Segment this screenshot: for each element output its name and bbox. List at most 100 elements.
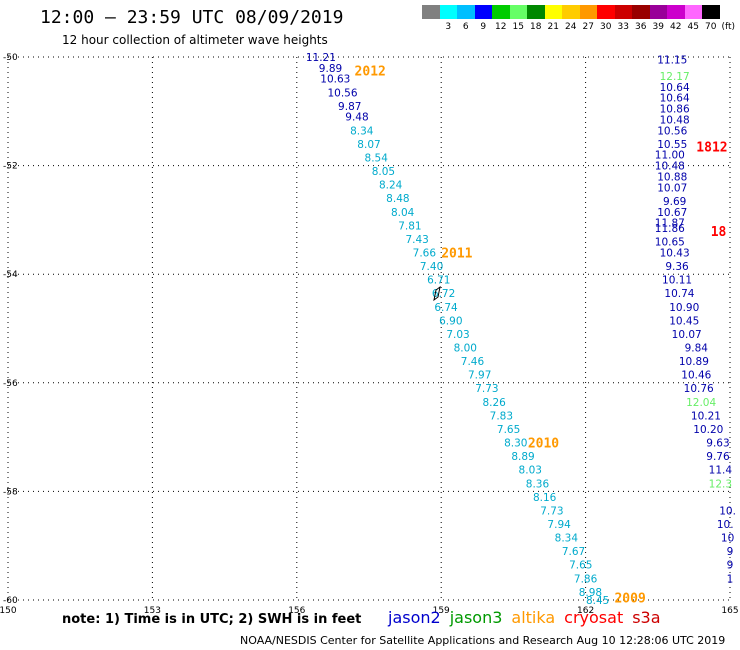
swh-data-label: 7.83 xyxy=(490,410,513,422)
x-tick-label: 165 xyxy=(721,606,738,616)
satellite-name: jason3 xyxy=(449,608,503,627)
legend-label: 70 xyxy=(705,22,717,32)
swh-data-label: 9.76 xyxy=(706,451,730,463)
swh-data-label: 8.24 xyxy=(379,180,403,192)
legend-swatch xyxy=(509,5,527,19)
swh-data-label: 8.07 xyxy=(357,139,380,151)
legend-label: 3 xyxy=(445,22,452,32)
swh-data-label: 6.74 xyxy=(434,302,458,314)
swh-data-label: 7.66 xyxy=(413,247,437,259)
legend-label: (ft) xyxy=(721,22,736,32)
legend-swatch xyxy=(544,5,562,19)
swh-data-label: 9.69 xyxy=(663,196,686,208)
swh-data-label: 10.88 xyxy=(657,171,687,183)
legend-swatch xyxy=(667,5,685,19)
x-tick-label: 162 xyxy=(577,606,594,616)
y-tick-label: -60 xyxy=(3,596,18,606)
swh-data-label: 9.84 xyxy=(685,343,709,355)
y-tick-label: -52 xyxy=(3,162,18,172)
swh-data-label: 10.90 xyxy=(669,302,699,314)
legend-label: 24 xyxy=(565,22,577,32)
time-annotation: 18 xyxy=(711,225,727,240)
swh-data-label: 7.40 xyxy=(420,261,443,273)
legend-label: 42 xyxy=(670,22,682,32)
swh-data-label: 8.30 xyxy=(504,438,527,450)
legend-swatch xyxy=(474,5,492,19)
y-tick-label: -54 xyxy=(3,270,18,280)
swh-data-label: 10.76 xyxy=(684,383,714,395)
x-tick-label: 153 xyxy=(144,606,161,616)
swh-data-label: 10.64 xyxy=(660,82,690,94)
swh-data-label: 8.34 xyxy=(350,125,374,137)
legend-swatch xyxy=(649,5,667,19)
footer-note: note: 1) Time is in UTC; 2) SWH is in fe… xyxy=(62,612,362,627)
data-labels: 11.219.8910.6310.569.879.488.348.078.548… xyxy=(306,52,736,607)
swh-data-label: 9.36 xyxy=(665,261,689,273)
swh-data-label: 8.04 xyxy=(391,207,415,219)
y-tick-label: -56 xyxy=(3,379,18,389)
swh-data-label: 10.46 xyxy=(681,370,711,382)
swh-data-label: 6.71 xyxy=(427,275,450,287)
swh-data-label: 11.4 xyxy=(709,465,733,477)
legend-swatch xyxy=(579,5,597,19)
swh-data-label: 8.16 xyxy=(533,492,557,504)
axis-ticks: 150 153 156 159 162 165 -50 -52 -54 -56 -58 -60 xyxy=(0,53,739,616)
legend-label: 12 xyxy=(495,22,507,32)
swh-data-label: 10.11 xyxy=(662,275,692,287)
swh-data-label: 8.03 xyxy=(519,465,542,477)
x-tick-label: 159 xyxy=(433,606,450,616)
swh-data-label: 10. xyxy=(719,505,736,517)
grid xyxy=(7,56,731,601)
swh-data-label: 7.43 xyxy=(405,234,428,246)
legend-labels: 3 6 9 12 15 18 21 24 27 30 33 36 39 42 45 70 (ft) xyxy=(422,22,737,32)
swh-data-label: 6.90 xyxy=(439,315,462,327)
swh-data-label: 10.07 xyxy=(672,329,702,341)
swh-data-label: 10.67 xyxy=(657,207,687,219)
x-tick-label: 156 xyxy=(288,606,305,616)
swh-data-label: 12.04 xyxy=(686,397,716,409)
swh-data-label: 8.26 xyxy=(482,397,506,409)
swh-data-label: 8.48 xyxy=(386,193,409,205)
swh-data-label: 11.21 xyxy=(306,52,336,64)
swath-marker-icon xyxy=(433,285,441,302)
swh-data-label: 8.05 xyxy=(372,166,395,178)
swh-data-label: 7.97 xyxy=(468,370,491,382)
legend-label: 6 xyxy=(462,22,469,32)
swh-data-label: 11.86 xyxy=(655,223,685,235)
swh-data-label: 7.65 xyxy=(569,560,592,572)
swh-data-label: 7.73 xyxy=(540,505,563,517)
legend-label: 30 xyxy=(600,22,612,32)
legend-label: 39 xyxy=(652,22,664,32)
satellite-name: altika xyxy=(511,608,556,627)
legend-label: 45 xyxy=(687,22,699,32)
swh-data-label: 9.48 xyxy=(345,112,368,124)
time-annotation: 2009 xyxy=(614,591,645,606)
legend-label: 15 xyxy=(512,22,524,32)
swh-data-label: 10.20 xyxy=(693,424,723,436)
page-subtitle: 12 hour collection of altimeter wave hei… xyxy=(62,33,328,47)
footer-credit: NOAA/NESDIS Center for Satellite Applica… xyxy=(240,634,726,647)
swh-data-label: 12.17 xyxy=(660,71,690,83)
swh-data-label: 10.56 xyxy=(327,87,357,99)
y-tick-label: -58 xyxy=(3,487,18,497)
swh-data-label: 10. xyxy=(717,519,734,531)
swh-data-label: 10.63 xyxy=(320,74,350,86)
time-annotation: 1812 xyxy=(696,141,727,156)
legend-swatch xyxy=(422,5,440,19)
swh-data-label: 10.89 xyxy=(679,356,709,368)
swh-data-label: 7.73 xyxy=(475,383,498,395)
swh-data-label: 12.3 xyxy=(709,478,732,490)
swh-data-label: 7.65 xyxy=(497,424,520,436)
swh-data-label: 11.15 xyxy=(657,55,687,67)
legend-label: 36 xyxy=(635,22,647,32)
swh-data-label: 8.36 xyxy=(526,478,550,490)
swh-data-label: 10.55 xyxy=(657,139,687,151)
swh-data-label: 9.87 xyxy=(338,101,361,113)
swh-data-label: 8.98 xyxy=(579,587,602,599)
swh-data-label: 8.45 xyxy=(586,595,609,607)
legend-swatches xyxy=(422,5,737,19)
time-annotations: 2012 2011 2010 2009 1812 18 xyxy=(355,65,728,607)
swh-data-label: 7.94 xyxy=(547,519,571,531)
swh-data-label: 7.03 xyxy=(446,329,469,341)
